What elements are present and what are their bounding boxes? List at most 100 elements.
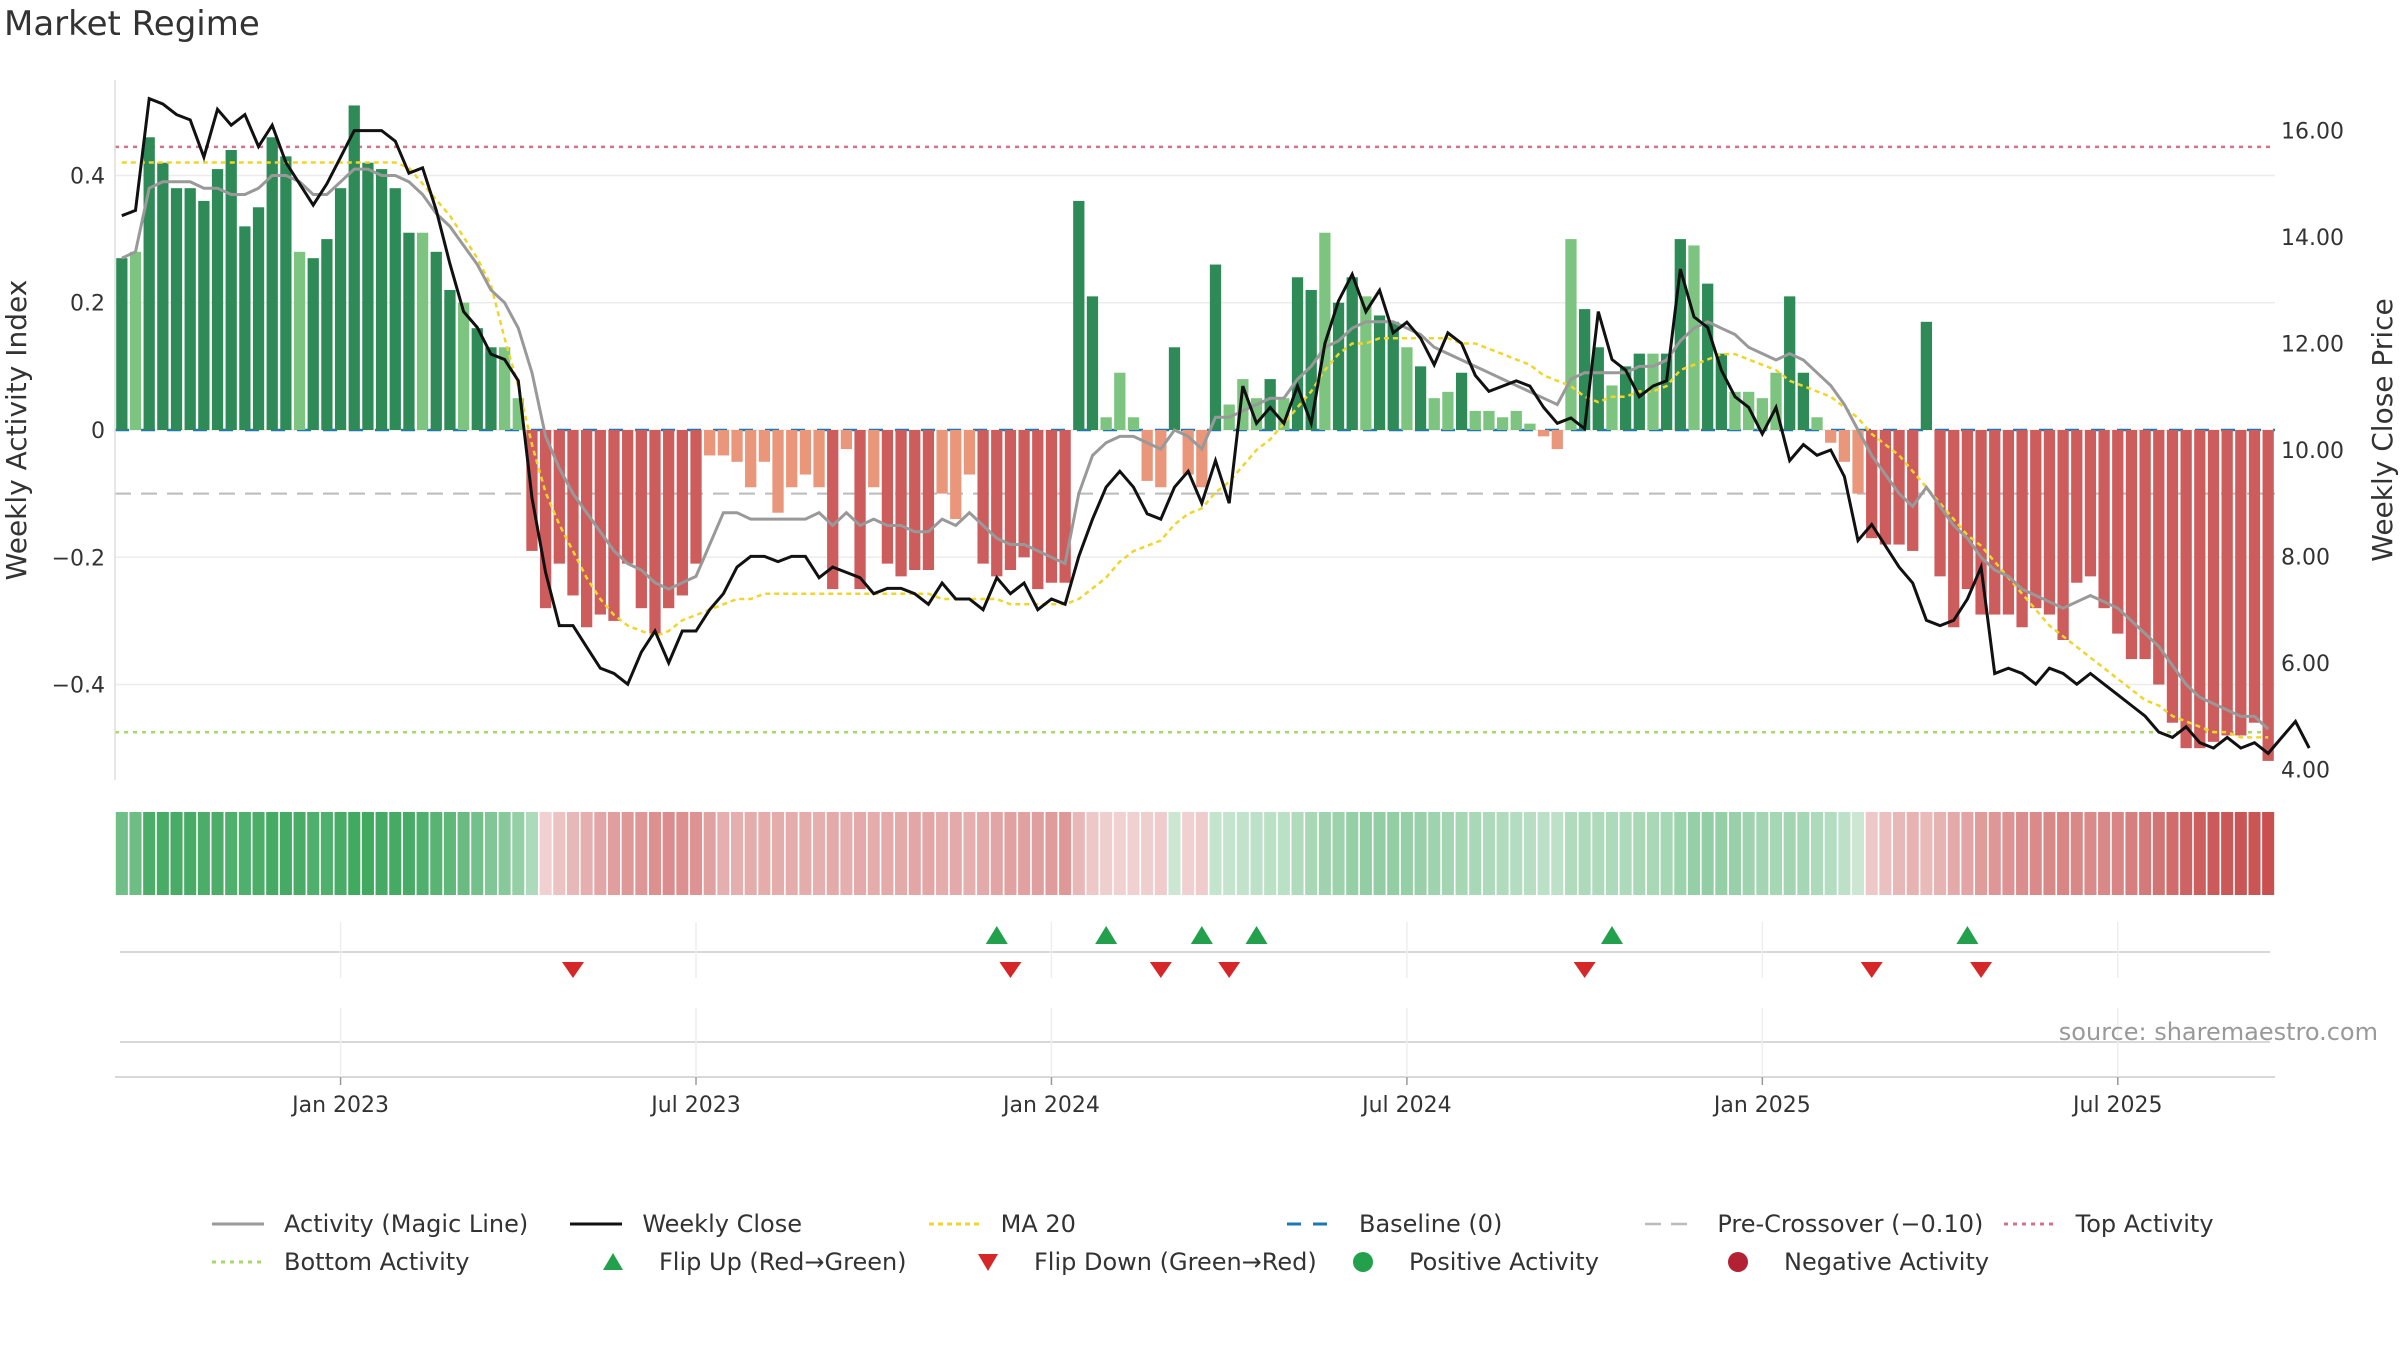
activity-bar [2139,430,2151,660]
activity-bar [1018,430,1030,558]
activity-bar [895,430,907,577]
activity-bar [799,430,812,475]
activity-bar [1346,277,1358,430]
x-tick-label: Jan 2023 [290,1093,389,1118]
regime-strip-cell [1988,812,2001,895]
y-right-tick-label: 14.00 [2281,226,2344,251]
activity-bar [922,430,935,570]
regime-strip-cell [334,812,347,895]
activity-bar [1032,430,1044,590]
regime-strip-cell [799,812,812,895]
activity-bar [1278,398,1290,430]
regime-strip-cell [115,812,128,895]
activity-bar [1182,430,1194,475]
activity-bar [1975,430,1987,615]
activity-bar [1934,430,1946,577]
regime-strip-cell [1687,812,1701,895]
legend-label: Pre-Crossover (−0.10) [1717,1210,1984,1238]
regime-strip-cell [2070,812,2083,895]
regime-strip-cell [703,812,716,895]
regime-strip-cell [1920,812,1933,895]
activity-bar [2262,430,2274,761]
legend-item-pos: Positive Activity [1335,1248,1710,1276]
activity-bar [170,188,183,430]
regime-strip-cell [1619,812,1632,895]
legend-item-neg: Negative Activity [1710,1248,2085,1276]
regime-strip-cell [977,812,990,895]
flipup-legend-swatch [603,1253,623,1270]
regime-strip-cell [361,812,374,895]
activity-bar [581,430,593,628]
regime-strip-cell [1674,812,1687,895]
activity-bar [2016,430,2028,628]
activity-bar [1387,321,1399,430]
activity-bar [2071,430,2083,583]
activity-bar [1045,430,1058,583]
regime-strip-cell [1879,812,1892,895]
y-right-tick-label: 12.00 [2281,332,2344,357]
regime-strip-cell [1400,812,1413,895]
neg-legend-swatch [1728,1252,1748,1272]
pos-legend-swatch [1353,1252,1373,1272]
activity-bar [1059,430,1071,583]
activity-bar [1401,347,1413,430]
regime-strip-cell [1865,812,1878,895]
ma20-legend-swatch [928,1222,981,1226]
regime-strip-cell [430,812,443,895]
y-right-tick-label: 8.00 [2281,545,2330,570]
legend: Activity (Magic Line) Weekly Close MA 20 Ba… [210,1205,2360,1281]
regime-strip-cell [1373,812,1386,895]
regime-strip-cell [225,812,238,895]
regime-strip-cell [1906,812,1919,895]
regime-strip-cell [1277,812,1290,895]
activity-bar [116,258,128,430]
activity-bar [1510,410,1522,430]
market-regime-chart: 0.4 0.2 0 −0.2 −0.4 16.00 14.00 12.00 10.00 8.00 6… [0,80,2399,1118]
activity-bar [2112,430,2124,634]
activity-bar [1907,430,1919,551]
activity-bar [498,347,511,430]
regime-strip-cell [772,812,785,895]
activity-bar [1155,430,1167,488]
activity-bar [1524,423,1536,430]
y-left-tick-label: 0 [91,419,105,444]
regime-strip-cell [1414,812,1427,895]
activity-bar [1743,391,1755,430]
activity-bar [307,258,319,430]
activity-bar [553,430,565,564]
regime-strip-cell [293,812,306,895]
activity-bar [1264,379,1276,430]
activity-bar [991,430,1003,577]
flip-down-marker [561,962,584,978]
activity-bar [334,188,347,430]
activity-bar [717,430,729,456]
activity-bar [594,430,606,615]
regime-strip-cell [1441,812,1454,895]
regime-strip-cell [1195,812,1208,895]
regime-strip-cell [689,812,703,895]
regime-strip-cell [1004,812,1017,895]
regime-strip-cell [443,812,456,895]
legend-item-flipup: Flip Up (Red→Green) [585,1248,960,1276]
regime-strip-cell [2111,812,2124,895]
activity-bar [512,398,524,430]
activity-bar [1442,391,1454,430]
regime-strip-cell [1387,812,1400,895]
activity-bar [1606,385,1618,430]
regime-strip-cell [744,812,757,895]
activity-bar [539,430,552,609]
activity-bar [1729,391,1741,430]
activity-bar [362,162,374,430]
activity-bar [936,430,948,494]
regime-strip-cell [170,812,183,895]
activity-bar [1537,430,1550,437]
regime-strip-cell [1852,812,1865,895]
regime-strip-cell [279,812,292,895]
legend-item-pre: Pre-Crossover (−0.10) [1643,1210,2001,1238]
regime-strip-cell [1496,812,1509,895]
regime-strip-cell [143,812,156,895]
x-tick-label: Jan 2025 [1712,1093,1811,1118]
regime-strip-cell [1715,812,1728,895]
flip-down-marker [1970,962,1993,978]
activity-bar [1455,372,1468,430]
